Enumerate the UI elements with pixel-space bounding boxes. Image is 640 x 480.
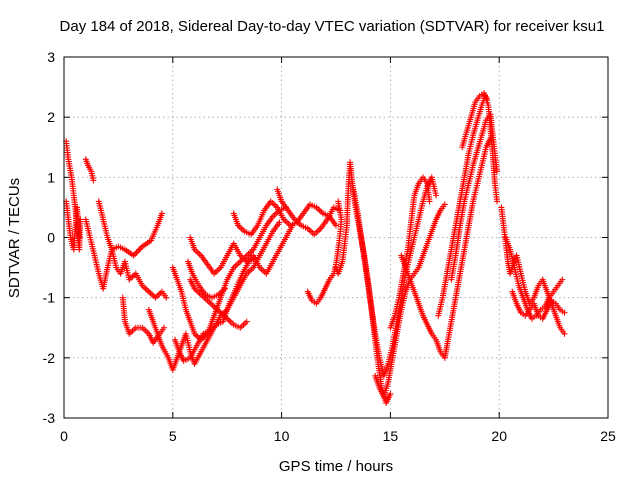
x-tick-label: 20 <box>491 428 507 444</box>
y-tick-label: 1 <box>47 169 55 185</box>
data-point <box>494 198 501 205</box>
data-point <box>158 210 165 217</box>
x-tick-label: 5 <box>169 428 177 444</box>
series-trace-f <box>119 294 168 346</box>
series-trace-c <box>82 156 97 184</box>
data-point <box>134 248 141 255</box>
data-point <box>276 219 283 226</box>
data-point <box>335 198 342 205</box>
data-point <box>494 168 501 175</box>
y-tick-labels: -3 -2 -1 0 1 2 3 <box>43 49 56 426</box>
series-trace-v <box>448 111 501 283</box>
series-trace-s <box>387 174 433 331</box>
data-point <box>222 285 229 292</box>
series-trace-k <box>185 258 229 301</box>
data-point <box>243 318 250 325</box>
data-point <box>561 330 568 337</box>
series-trace-d <box>82 210 165 292</box>
series-trace-z <box>509 288 568 322</box>
y-tick-label: -3 <box>43 410 56 426</box>
series-trace-y <box>502 234 566 322</box>
data-point <box>136 246 143 253</box>
y-axis-label: SDTVAR / TECUs <box>6 178 23 298</box>
data-point <box>163 294 170 301</box>
series-trace-l <box>187 222 296 277</box>
data-point <box>161 324 168 331</box>
data-point <box>441 201 448 208</box>
x-axis-label: GPS time / hours <box>279 458 393 475</box>
y-tick-label: -1 <box>43 290 56 306</box>
grid-lines <box>64 57 608 418</box>
series-trace-i <box>171 255 259 364</box>
series-trace-j <box>187 276 250 331</box>
data-point <box>90 177 97 184</box>
data-point <box>387 390 394 397</box>
data-point <box>426 198 433 205</box>
series-trace-w <box>459 90 491 151</box>
series-trace-b <box>63 198 83 253</box>
series-trace-g <box>145 219 283 373</box>
x-tick-label: 10 <box>274 428 290 444</box>
series-trace-m <box>230 198 339 238</box>
data-point <box>137 245 144 252</box>
data-point <box>561 309 568 316</box>
x-tick-label: 25 <box>600 428 616 444</box>
series-trace-o <box>304 198 345 307</box>
series-trace-n <box>274 186 344 238</box>
data-point <box>132 251 139 258</box>
data-point <box>559 276 566 283</box>
x-tick-label: 0 <box>60 428 68 444</box>
data-point <box>433 192 440 199</box>
x-tick-label: 15 <box>383 428 399 444</box>
data-point <box>76 234 83 241</box>
y-tick-label: 0 <box>47 230 55 246</box>
x-tick-labels: 0 5 10 15 20 25 <box>60 428 616 444</box>
chart-title: Day 184 of 2018, Sidereal Day-to-day VTE… <box>60 18 605 35</box>
data-point <box>484 96 491 103</box>
series-trace-t <box>398 135 494 361</box>
data-point <box>333 222 339 229</box>
series-trace-e <box>95 198 170 301</box>
plot-frame <box>63 56 609 419</box>
y-tick-label: 2 <box>47 109 55 125</box>
data-points <box>63 90 568 406</box>
y-tick-label: 3 <box>47 49 55 65</box>
y-tick-label: -2 <box>43 350 56 366</box>
